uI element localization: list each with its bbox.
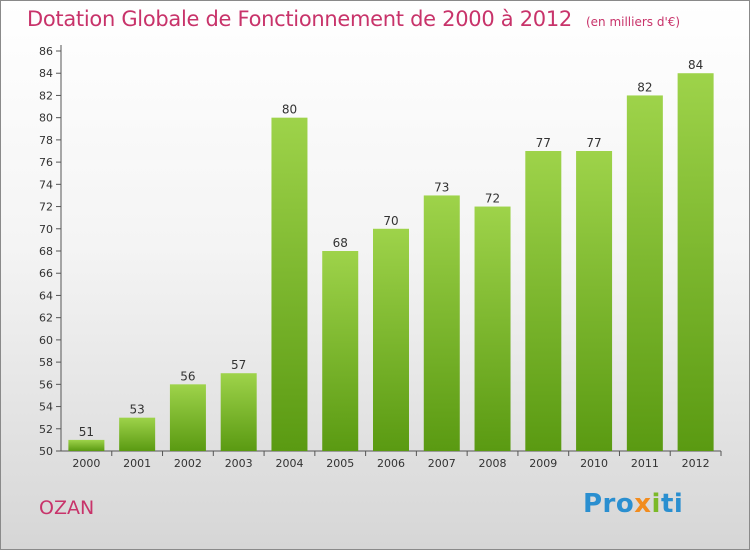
- logo-part-1: Pro: [583, 489, 635, 519]
- data-label: 72: [485, 192, 500, 206]
- logo-part-4: ti: [660, 489, 684, 519]
- y-tick-label: 64: [39, 289, 53, 302]
- chart-title: Dotation Globale de Fonctionnement de 20…: [27, 7, 680, 31]
- y-tick-label: 76: [39, 156, 53, 169]
- bar: [474, 206, 511, 451]
- bar: [423, 195, 460, 451]
- x-tick-label: 2009: [529, 457, 557, 470]
- data-label: 51: [79, 425, 94, 439]
- y-tick-label: 80: [39, 112, 53, 125]
- data-label: 53: [130, 403, 145, 417]
- data-label: 70: [383, 214, 398, 228]
- data-label: 77: [536, 136, 551, 150]
- x-tick-label: 2012: [682, 457, 710, 470]
- data-label: 84: [688, 58, 703, 72]
- bar: [220, 373, 257, 451]
- y-axis: 50 52 54 56 58 60 62 64 66 68 70 72 74 76 78 80 82 84 86: [39, 45, 62, 458]
- data-label: 68: [333, 236, 348, 250]
- logo-part-2: x: [634, 489, 652, 519]
- logo-part-3: i: [651, 489, 661, 519]
- y-tick-label: 86: [39, 45, 53, 58]
- bar: [271, 117, 308, 452]
- data-label: 77: [586, 136, 601, 150]
- data-label: 80: [282, 103, 297, 117]
- x-tick-label: 2011: [631, 457, 659, 470]
- data-label: 73: [434, 180, 449, 194]
- y-tick-label: 78: [39, 134, 53, 147]
- title-unit: (en milliers d'€): [585, 15, 681, 29]
- y-tick-label: 54: [39, 401, 53, 414]
- title-text: Dotation Globale de Fonctionnement de 20…: [27, 7, 572, 31]
- bar: [525, 151, 562, 451]
- x-tick-label: 2010: [580, 457, 608, 470]
- bar: [169, 384, 206, 451]
- x-tick-label: 2006: [377, 457, 405, 470]
- y-tick-label: 68: [39, 245, 53, 258]
- bar: [322, 251, 359, 451]
- bar: [373, 228, 409, 451]
- data-label: 56: [180, 369, 195, 383]
- bars: 51 53 56 57 80 68 70 73 72 77 77 82 84: [68, 58, 714, 452]
- x-tick-label: 2005: [326, 457, 354, 470]
- x-axis: 2000 2001 2002 2003 2004 2005 2006 2007 2008 2009…: [61, 450, 722, 470]
- x-tick-label: 2004: [275, 457, 303, 470]
- x-tick-label: 2008: [479, 457, 507, 470]
- bar: [68, 439, 105, 451]
- bar: [677, 73, 714, 451]
- y-tick-label: 82: [39, 89, 53, 102]
- y-tick-label: 66: [39, 267, 53, 280]
- commune-name: OZAN: [39, 497, 95, 519]
- proxiti-logo[interactable]: Proxiti: [583, 489, 683, 519]
- x-tick-label: 2000: [72, 457, 100, 470]
- y-tick-label: 60: [39, 334, 53, 347]
- y-tick-label: 62: [39, 312, 53, 325]
- y-tick-label: 72: [39, 201, 53, 214]
- y-tick-label: 56: [39, 378, 53, 391]
- y-tick-label: 70: [39, 223, 53, 236]
- y-tick-label: 52: [39, 423, 53, 436]
- bar: [119, 417, 156, 451]
- bar: [626, 95, 663, 451]
- y-tick-label: 50: [39, 445, 53, 458]
- y-tick-label: 58: [39, 356, 53, 369]
- x-tick-label: 2001: [123, 457, 151, 470]
- x-tick-label: 2002: [174, 457, 202, 470]
- x-tick-label: 2003: [225, 457, 253, 470]
- bar: [576, 151, 613, 451]
- data-label: 82: [637, 80, 652, 94]
- y-tick-label: 74: [39, 178, 53, 191]
- x-tick-label: 2007: [428, 457, 456, 470]
- y-tick-label: 84: [39, 67, 53, 80]
- data-label: 57: [231, 358, 246, 372]
